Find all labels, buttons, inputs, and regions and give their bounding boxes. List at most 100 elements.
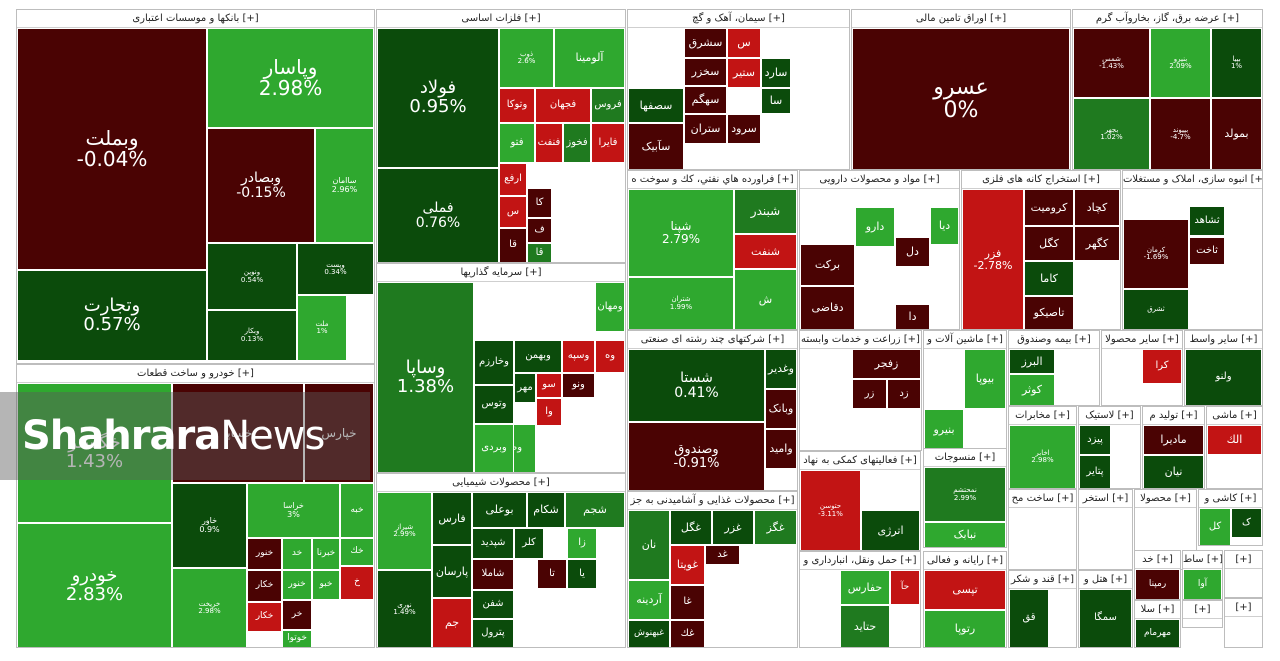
stock-tile[interactable]: کگل: [1024, 226, 1074, 261]
sector-title-toggle[interactable]: محصولات شیمیایی [+]: [377, 474, 625, 492]
sector-title-toggle[interactable]: بیمه وصندوق [+]: [1009, 331, 1099, 349]
stock-tile[interactable]: دل: [895, 237, 930, 267]
stock-tile[interactable]: وبانک: [765, 389, 797, 429]
stock-tile[interactable]: دا: [895, 304, 930, 329]
stock-tile[interactable]: وسپه: [562, 340, 595, 373]
stock-tile[interactable]: فروس: [591, 88, 625, 123]
sector-title-toggle[interactable]: خودرو و ساخت قطعات [+]: [17, 365, 374, 383]
stock-tile[interactable]: خر: [282, 600, 312, 630]
stock-tile[interactable]: بمولد: [1211, 98, 1262, 169]
stock-tile[interactable]: زر: [852, 379, 887, 409]
sector-title-toggle[interactable]: فراورده هاي نفتي، كك و سوخت ه [+]: [628, 171, 797, 189]
stock-tile[interactable]: بپیوند -4.7%: [1150, 98, 1211, 169]
stock-tile[interactable]: بوعلی: [472, 492, 527, 528]
stock-tile[interactable]: حفارس: [840, 570, 890, 605]
stock-tile[interactable]: نبابک: [924, 522, 1006, 547]
stock-tile[interactable]: کلر: [514, 528, 544, 559]
stock-tile[interactable]: ولنو: [1185, 349, 1262, 405]
sector-title-toggle[interactable]: استخر [+]: [1079, 490, 1132, 508]
stock-tile[interactable]: شجم: [565, 492, 625, 528]
stock-tile[interactable]: خ: [340, 566, 374, 600]
stock-tile[interactable]: مادیرا: [1143, 425, 1204, 455]
stock-tile[interactable]: شمس -1.43%: [1073, 28, 1150, 98]
sector-title-toggle[interactable]: تولید م [+]: [1143, 407, 1204, 425]
sector-title-toggle[interactable]: قند و شکر [+]: [1009, 571, 1076, 589]
stock-tile[interactable]: خکار: [247, 602, 282, 632]
stock-tile[interactable]: وپست 0.34%: [297, 243, 374, 295]
stock-tile[interactable]: غك: [670, 620, 705, 647]
stock-tile[interactable]: مهرمام: [1135, 619, 1180, 647]
stock-tile[interactable]: کل: [1199, 508, 1231, 545]
stock-tile[interactable]: خپارس: [304, 383, 374, 483]
stock-tile[interactable]: عسرو 0%: [852, 28, 1070, 169]
stock-tile[interactable]: وتجارت 0.57%: [17, 270, 207, 361]
stock-tile[interactable]: کچاد: [1074, 189, 1120, 226]
stock-tile[interactable]: غد: [705, 545, 740, 565]
stock-tile[interactable]: زفجر: [852, 349, 921, 379]
stock-tile[interactable]: تپسی: [924, 570, 1006, 610]
stock-tile[interactable]: خنور: [282, 570, 312, 600]
stock-tile[interactable]: بنیرو: [924, 409, 964, 450]
stock-tile[interactable]: سآبیک: [628, 123, 684, 169]
stock-tile[interactable]: قا: [527, 243, 552, 262]
stock-tile[interactable]: غزر: [712, 510, 754, 545]
stock-tile[interactable]: خاور 0.9%: [172, 483, 247, 568]
stock-tile[interactable]: برکت: [800, 244, 855, 286]
stock-tile[interactable]: حتاید: [840, 605, 890, 647]
stock-tile[interactable]: ومهان: [595, 282, 625, 332]
stock-tile[interactable]: خساپا: [172, 383, 304, 483]
stock-tile[interactable]: تاصیکو: [1024, 296, 1074, 329]
stock-tile[interactable]: غگز: [754, 510, 797, 545]
stock-tile[interactable]: ستیر: [727, 58, 761, 88]
stock-tile[interactable]: رمپنا: [1135, 569, 1180, 599]
stock-tile[interactable]: خگستر 1.43%: [17, 383, 172, 523]
stock-tile[interactable]: سصفها: [628, 88, 684, 123]
stock-tile[interactable]: قا: [499, 228, 527, 262]
stock-tile[interactable]: وخارزم: [474, 340, 514, 385]
stock-tile[interactable]: سا: [761, 88, 791, 114]
stock-tile[interactable]: خبرنا: [312, 538, 340, 570]
stock-tile[interactable]: وبردی: [474, 424, 514, 472]
stock-tile[interactable]: فجهان: [535, 88, 591, 123]
stock-tile[interactable]: کاما: [1024, 261, 1074, 296]
stock-tile[interactable]: ش: [734, 269, 797, 329]
sector-title-toggle[interactable]: لاستیک [+]: [1079, 407, 1140, 425]
sector-title-toggle[interactable]: سایر واسط [+]: [1185, 331, 1262, 349]
sector-title-toggle[interactable]: رایانه و فعالی [+]: [924, 552, 1006, 570]
stock-tile[interactable]: سمگا: [1079, 589, 1132, 647]
stock-tile[interactable]: بنیرو 2.09%: [1150, 28, 1211, 98]
sector-title-toggle[interactable]: زراعت و خدمات وابسته [+]: [800, 331, 921, 349]
stock-tile[interactable]: جم: [432, 598, 472, 647]
stock-tile[interactable]: غا: [670, 585, 705, 620]
stock-tile[interactable]: زد: [887, 379, 921, 409]
stock-tile[interactable]: نان: [628, 510, 670, 580]
stock-tile[interactable]: خك: [340, 538, 374, 566]
stock-tile[interactable]: نیان: [1143, 455, 1204, 488]
stock-tile[interactable]: شیراز 2.99%: [377, 492, 432, 570]
stock-tile[interactable]: شستا 0.41%: [628, 349, 765, 422]
stock-tile[interactable]: تا: [537, 559, 567, 589]
stock-tile[interactable]: حآ: [890, 570, 920, 605]
stock-tile[interactable]: غگل: [670, 510, 712, 545]
sector-title-toggle[interactable]: استخراج کانه های فلزی [+]: [962, 171, 1120, 189]
sector-title-toggle[interactable]: کاشی و [+]: [1199, 490, 1262, 508]
stock-tile[interactable]: شپنا 2.79%: [628, 189, 734, 277]
stock-tile[interactable]: پیزد: [1079, 425, 1111, 455]
stock-tile[interactable]: شاملا: [472, 559, 514, 590]
stock-tile[interactable]: وبهمن: [514, 340, 562, 373]
stock-tile[interactable]: کا: [527, 188, 552, 218]
sector-title-toggle[interactable]: محصولات غذایی و آشامیدنی به جز [+]: [628, 492, 797, 510]
stock-tile[interactable]: خد: [282, 538, 312, 570]
stock-tile[interactable]: زا: [567, 528, 597, 559]
stock-tile[interactable]: یا: [567, 559, 597, 589]
stock-tile[interactable]: خبو: [312, 570, 340, 600]
stock-tile[interactable]: وساپا 1.38%: [377, 282, 474, 472]
stock-tile[interactable]: فزر -2.78%: [962, 189, 1024, 329]
stock-tile[interactable]: شپدید: [472, 528, 514, 559]
sector-title-toggle[interactable]: [+]: [1225, 599, 1262, 617]
stock-tile[interactable]: شبندر: [734, 189, 797, 234]
stock-tile[interactable]: بجهر 1.02%: [1073, 98, 1150, 169]
stock-tile[interactable]: کوثر: [1009, 374, 1055, 405]
stock-tile[interactable]: فخوز: [563, 123, 591, 163]
stock-tile[interactable]: خریخت 2.98%: [172, 568, 247, 647]
